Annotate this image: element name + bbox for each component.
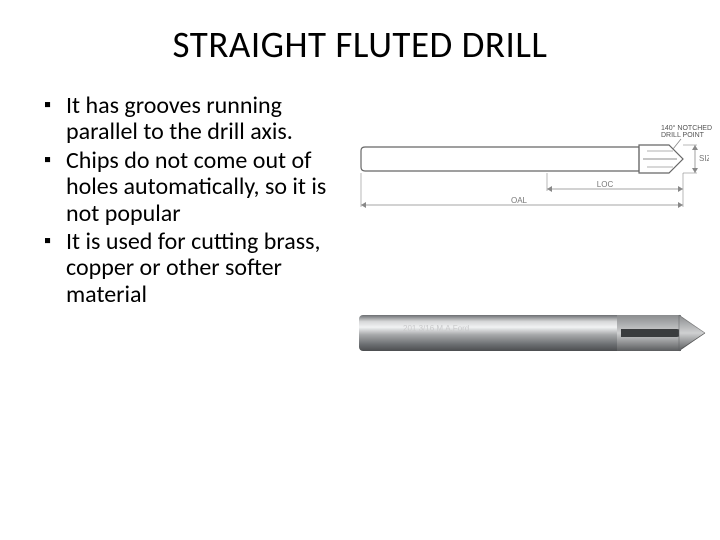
dim-arrowhead [678, 186, 683, 192]
bullet-item: It is used for cutting brass, copper or … [44, 229, 335, 308]
dim-arrowhead [361, 202, 366, 208]
label-point-text: 140° NOTCHED DRILL POINT [661, 125, 712, 139]
dim-arrowhead [692, 168, 698, 173]
content-row: It has grooves running parallel to the d… [30, 93, 690, 310]
slide-title: STRAIGHT FLUTED DRILL [30, 22, 690, 67]
arrow-point [673, 139, 681, 149]
slide: STRAIGHT FLUTED DRILL It has grooves run… [0, 0, 720, 540]
label-point: 140° NOTCHED DRILL POINT [661, 125, 720, 140]
diagram-svg: SIZE LOC OAL [359, 127, 709, 215]
dim-arrowhead [547, 186, 552, 192]
bullet-item: It has grooves running parallel to the d… [44, 93, 335, 146]
image-column: SIZE LOC OAL 140° [335, 93, 690, 310]
label-size: SIZE [699, 154, 709, 163]
label-oal: OAL [511, 196, 528, 205]
drill-diagram: SIZE LOC OAL 140° [359, 127, 709, 215]
drill-photo: 201 3/16 M.A.Ford [359, 305, 709, 361]
photo-shank [359, 315, 627, 351]
photo-tip [679, 315, 705, 351]
diagram-shank [361, 147, 639, 171]
photo-etch-text: 201 3/16 M.A.Ford [403, 324, 469, 333]
dim-arrowhead [678, 202, 683, 208]
photo-svg: 201 3/16 M.A.Ford [359, 305, 709, 361]
label-loc: LOC [597, 180, 614, 189]
bullet-list: It has grooves running parallel to the d… [44, 93, 335, 308]
bullet-item: Chips do not come out of holes automatic… [44, 148, 335, 227]
bullet-column: It has grooves running parallel to the d… [30, 93, 335, 310]
dim-arrowhead [692, 145, 698, 150]
